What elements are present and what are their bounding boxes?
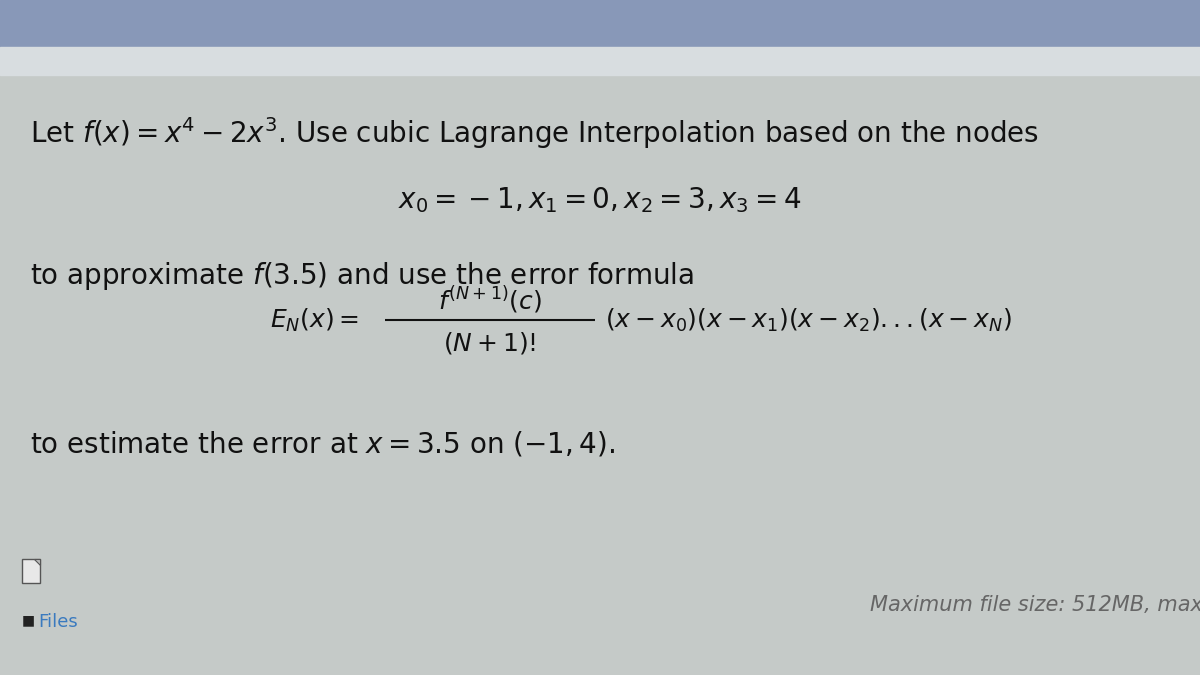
Text: $(N+1)!$: $(N+1)!$ [444,330,536,356]
Polygon shape [34,559,40,565]
Bar [0,0,1200,55]
Text: Maximum file size: 512MB, maxim: Maximum file size: 512MB, maxim [870,595,1200,615]
Text: Let $\mathit{f}(x)=x^4-2x^3$. Use cubic Lagrange Interpolation based on the node: Let $\mathit{f}(x)=x^4-2x^3$. Use cubic … [30,115,1039,151]
Text: Files: Files [38,613,78,631]
Text: $x_0=-1,x_1=0,x_2=3,x_3=4$: $x_0=-1,x_1=0,x_2=3,x_3=4$ [398,185,802,215]
Text: to estimate the error at $x=3.5$ on $(-1,4)$.: to estimate the error at $x=3.5$ on $(-1… [30,430,614,459]
Text: ■: ■ [22,613,35,627]
Text: $(x-x_0)(x-x_1)(x-x_2)...(x-x_N)$: $(x-x_0)(x-x_1)(x-x_2)...(x-x_N)$ [605,306,1012,333]
Text: $f^{(N+1)}(c)$: $f^{(N+1)}(c)$ [438,284,542,316]
Bar [0,47,1200,75]
Bar [22,559,40,583]
Text: to approximate $\mathit{f}(3.5)$ and use the error formula: to approximate $\mathit{f}(3.5)$ and use… [30,260,694,292]
Text: $E_N(x)=$: $E_N(x)=$ [270,306,359,333]
